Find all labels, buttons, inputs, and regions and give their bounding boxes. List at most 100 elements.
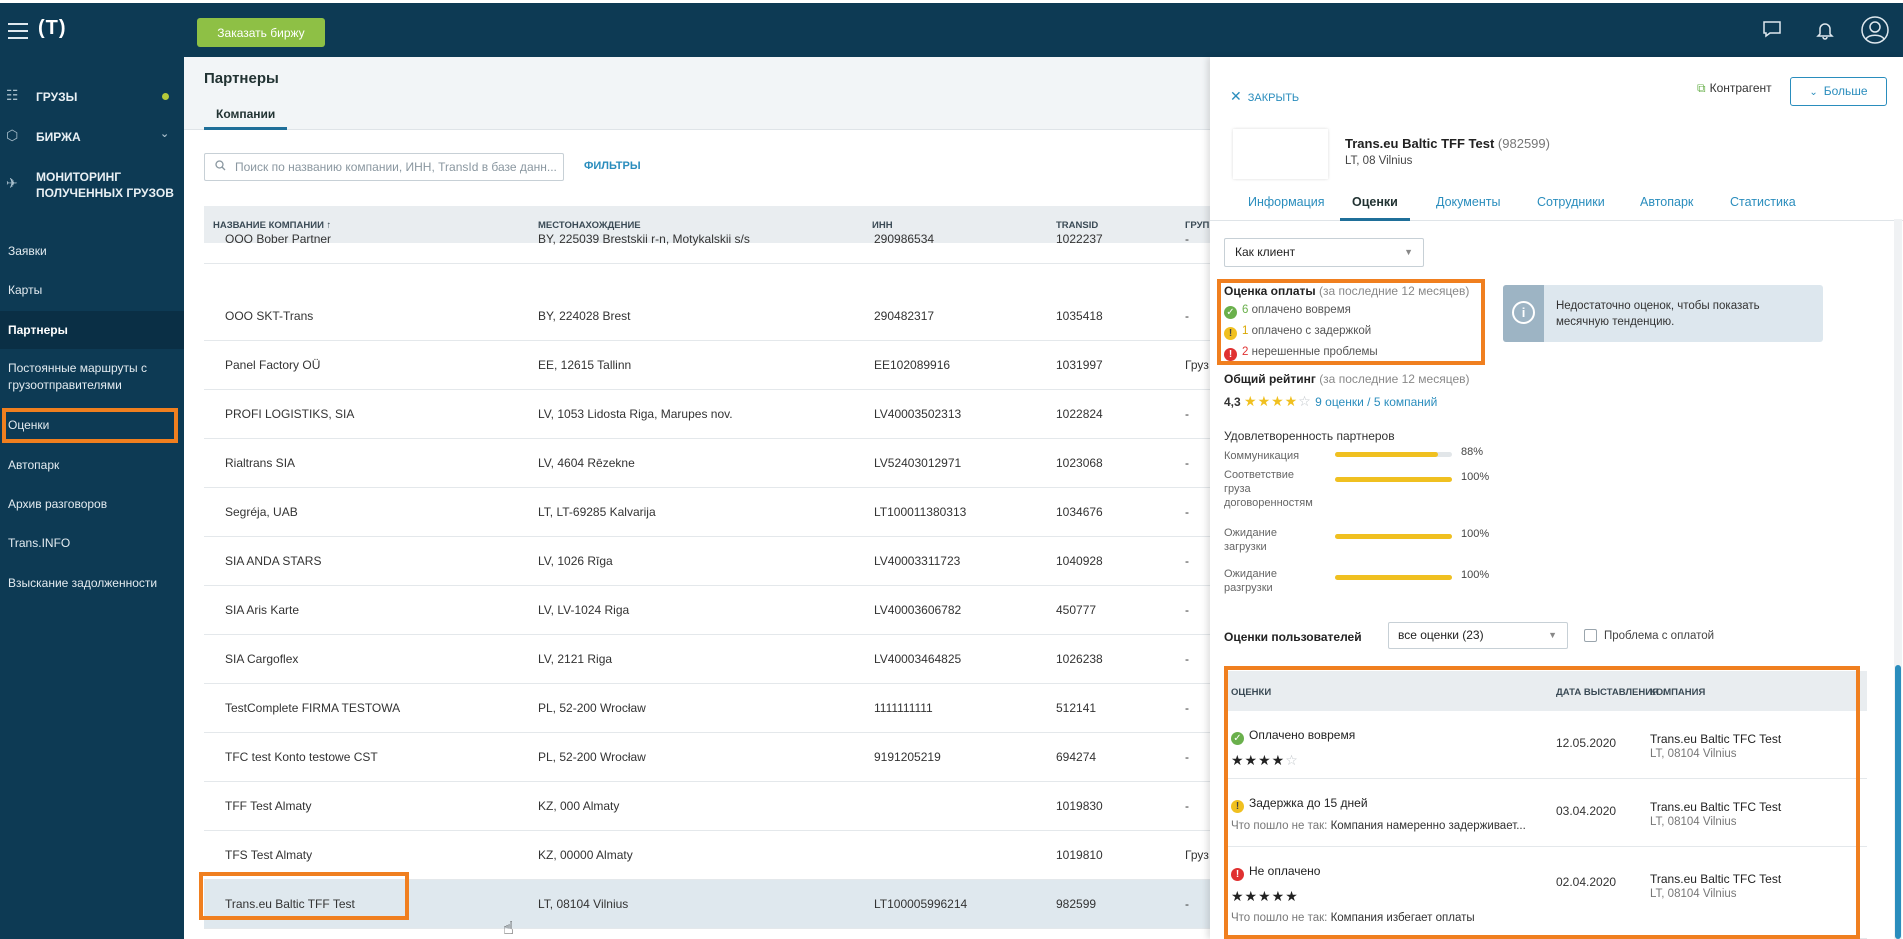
- col-inn[interactable]: ИНН: [872, 220, 893, 231]
- table-row[interactable]: PROFI LOGISTIKS, SIA LV, 1053 Lidosta Rig…: [204, 390, 1210, 439]
- ratings-filter-select[interactable]: все оценки (23) ▼: [1388, 622, 1568, 649]
- tab-employees[interactable]: Сотрудники: [1537, 195, 1605, 209]
- warning-circle-icon: !: [1231, 800, 1244, 813]
- sidebar-item-exchange[interactable]: ⬡ БИРЖА ⌄: [6, 127, 170, 144]
- sidebar-item-transinfo[interactable]: Trans.INFO: [8, 536, 71, 550]
- rating-status: ! Задержка до 15 дней: [1231, 796, 1368, 813]
- cell-loc: KZ, 00000 Almaty: [538, 848, 633, 862]
- cell-inn: LV40003464825: [874, 652, 962, 666]
- cell-inn: LV40003502313: [874, 407, 962, 421]
- cell-loc: LV, 1053 Lidosta Riga, Marupes nov.: [538, 407, 733, 421]
- page-title: Партнеры: [204, 70, 279, 87]
- cell-inn: LT100005996214: [874, 897, 968, 911]
- user-icon[interactable]: [1860, 15, 1890, 50]
- bell-icon[interactable]: [1816, 20, 1834, 45]
- tab-ratings[interactable]: Оценки: [1340, 195, 1410, 221]
- table-row[interactable]: Panel Factory OÜ EE, 12615 Tallinn EE10208…: [204, 341, 1210, 390]
- cell-grp: Груз: [1185, 848, 1209, 862]
- col-location[interactable]: МЕСТОНАХОЖДЕНИЕ: [538, 220, 641, 231]
- rating-row[interactable]: ! Не оплачено ★★★★★ Что пошло не так: Компа…: [1227, 847, 1867, 939]
- sidebar-item-cargo[interactable]: ☷ ГРУЗЫ: [0, 87, 184, 107]
- sidebar-item-ratings[interactable]: Оценки: [8, 418, 50, 432]
- chevron-down-icon: ⌄: [160, 128, 170, 140]
- col-company[interactable]: КОМПАНИЯ: [1650, 687, 1706, 698]
- cell-grp: -: [1185, 799, 1189, 813]
- col-group[interactable]: ГРУП: [1185, 220, 1210, 231]
- table-row[interactable]: Segréja, UAB LT, LT-69285 Kalvarija LT1000…: [204, 488, 1210, 537]
- table-row[interactable]: Trans.eu Baltic TFF Test LT, 08104 Vilniu…: [204, 880, 1210, 929]
- table-row[interactable]: OOO Bober Partner BY, 225039 Brestskii r-…: [204, 229, 1210, 264]
- chat-icon[interactable]: [1762, 20, 1782, 43]
- table-row[interactable]: TestComplete FIRMA TESTOWA PL, 52-200 Wro…: [204, 684, 1210, 733]
- error-circle-icon: !: [1224, 348, 1237, 361]
- col-ratings[interactable]: ОЦЕНКИ: [1231, 687, 1272, 698]
- order-exchange-button[interactable]: Заказать биржу: [197, 18, 325, 47]
- table-row[interactable]: TFC test Konto testowe CST PL, 52-200 Wro…: [204, 733, 1210, 782]
- sidebar-item-routes[interactable]: Постоянные маршруты с грузоотправителями: [8, 361, 147, 392]
- cell-loc: PL, 52-200 Wrocław: [538, 750, 646, 764]
- cell-name: PROFI LOGISTIKS, SIA: [225, 407, 355, 421]
- rating-company-location: LT, 08104 Vilnius: [1650, 816, 1737, 828]
- cell-tid: 1034676: [1056, 505, 1103, 519]
- payment-problem-checkbox[interactable]: [1584, 629, 1597, 642]
- cell-tid: 1019810: [1056, 848, 1103, 862]
- cell-inn: EE102089916: [874, 358, 951, 372]
- filters-button[interactable]: ФИЛЬТРЫ: [584, 160, 641, 172]
- search-input[interactable]: Поиск по названию компании, ИНН, TransId…: [204, 153, 564, 181]
- rating-date: 02.04.2020: [1556, 875, 1617, 889]
- table-row[interactable]: SIA ANDA STARS LV, 1026 Rīga LV40003311723…: [204, 537, 1210, 586]
- rating-date: 12.05.2020: [1556, 736, 1617, 750]
- sidebar-item-debt-collection[interactable]: Взыскание задолженности: [8, 576, 158, 590]
- cell-grp: -: [1185, 407, 1189, 421]
- chevron-down-icon: ⌄: [1809, 87, 1818, 98]
- tab-statistics[interactable]: Статистика: [1730, 195, 1796, 209]
- company-details-panel: ✕ ЗАКРЫТЬ ⧉ Контрагент ⌄ Больше Trans.eu Ba…: [1210, 57, 1903, 939]
- sidebar-item-maps[interactable]: Карты: [8, 283, 43, 297]
- table-row[interactable]: SIA Cargoflex LV, 2121 Riga LV40003464825 1…: [204, 635, 1210, 684]
- rating-company[interactable]: Trans.eu Baltic TFC Test: [1650, 872, 1782, 886]
- cell-name: Segréja, UAB: [225, 505, 298, 519]
- tab-fleet[interactable]: Автопарк: [1640, 195, 1694, 209]
- col-date[interactable]: ДАТА ВЫСТАВЛЕНИЯ ↓: [1556, 687, 1667, 698]
- table-row[interactable]: Rialtrans SIA LV, 4604 Rēzekne LV524030129…: [204, 439, 1210, 488]
- table-row[interactable]: SIA Aris Karte LV, LV-1024 Riga LV40003606…: [204, 586, 1210, 635]
- sidebar-item-call-archive[interactable]: Архив разговоров: [8, 497, 108, 511]
- cell-tid: 450777: [1056, 603, 1097, 617]
- more-button[interactable]: ⌄ Больше: [1790, 77, 1887, 106]
- rating-company[interactable]: Trans.eu Baltic TFC Test: [1650, 800, 1782, 814]
- hamburger-menu-icon[interactable]: [8, 23, 28, 39]
- cell-inn: 290986534: [874, 232, 935, 246]
- sidebar-item-fleet[interactable]: Автопарк: [8, 458, 60, 472]
- col-transid[interactable]: TRANSID: [1056, 220, 1099, 231]
- table-row[interactable]: OOO SKT-Trans BY, 224028 Brest 290482317 10…: [204, 292, 1210, 341]
- hand-cursor-icon: ☝: [503, 918, 514, 938]
- sidebar-item-orders[interactable]: Заявки: [8, 244, 47, 258]
- close-button[interactable]: ✕ ЗАКРЫТЬ: [1230, 88, 1300, 104]
- cell-tid: 1022824: [1056, 407, 1103, 421]
- general-rating: 4,3 ★★★★☆ 9 оценки / 5 компаний: [1224, 393, 1438, 409]
- reviews-link[interactable]: 9 оценки / 5 компаний: [1315, 395, 1438, 409]
- rating-row[interactable]: ✓ Оплачено вовремя ★★★★☆ 12.05.2020 Trans.eu…: [1227, 711, 1867, 779]
- rating-company[interactable]: Trans.eu Baltic TFC Test: [1650, 732, 1782, 746]
- cell-tid: 1040928: [1056, 554, 1103, 568]
- star-rating: ★★★★☆: [1244, 393, 1312, 409]
- scrollbar-track[interactable]: [1894, 219, 1902, 939]
- payment-rating-title: Оценка оплаты (за последние 12 месяцев): [1224, 284, 1470, 298]
- tab-companies[interactable]: Компании: [204, 99, 288, 130]
- cell-grp: Груз: [1185, 358, 1209, 372]
- tab-information[interactable]: Информация: [1248, 195, 1325, 209]
- table-row[interactable]: TFS Test Almaty KZ, 00000 Almaty 1019810 Гр…: [204, 831, 1210, 880]
- user-ratings-title: Оценки пользователей: [1224, 630, 1362, 644]
- role-select[interactable]: Как клиент ▼: [1224, 238, 1424, 267]
- table-row[interactable]: TFF Test Almaty KZ, 000 Almaty 1019830 -: [204, 782, 1210, 831]
- cell-name: TFF Test Almaty: [225, 799, 312, 813]
- sidebar-item-partners[interactable]: Партнеры: [0, 311, 184, 349]
- scrollbar-thumb[interactable]: [1895, 665, 1901, 939]
- cell-tid: 1023068: [1056, 456, 1103, 470]
- search-icon: [215, 154, 226, 180]
- tab-documents[interactable]: Документы: [1436, 195, 1501, 209]
- what-went-wrong: Что пошло не так: Компания намеренно зад…: [1231, 820, 1526, 832]
- rating-row[interactable]: ! Задержка до 15 дней Что пошло не так: Ко…: [1227, 779, 1867, 847]
- col-name[interactable]: НАЗВАНИЕ КОМПАНИИ ↑: [213, 220, 332, 231]
- sidebar-item-monitoring[interactable]: ✈ МОНИТОРИНГ ПОЛУЧЕННЫХ ГРУЗОВ: [6, 170, 174, 200]
